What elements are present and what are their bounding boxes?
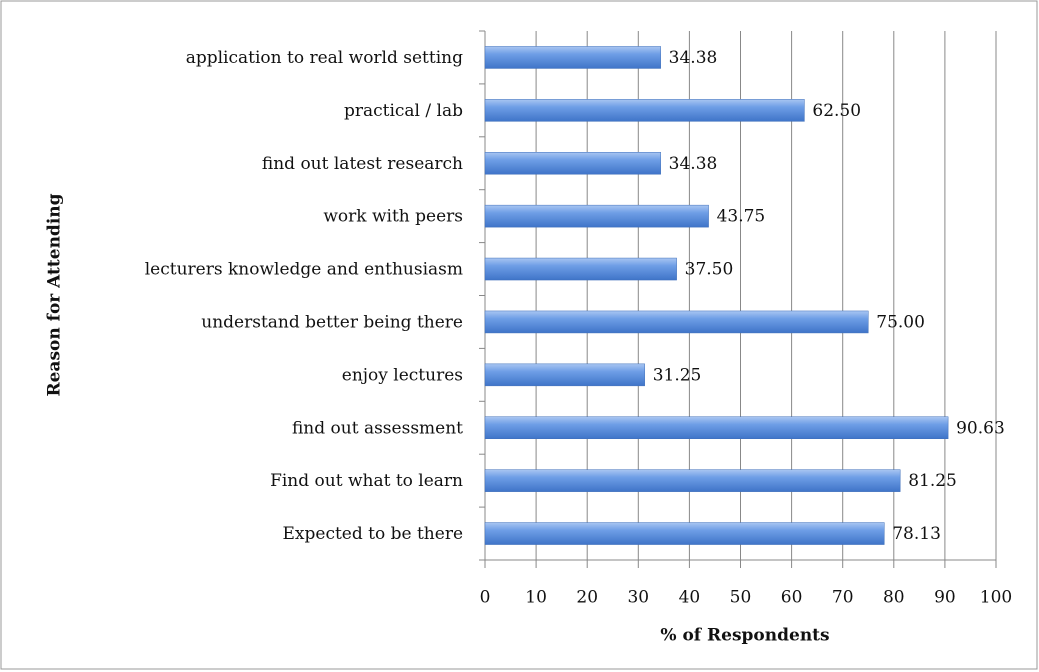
y-tick-label: work with peers xyxy=(323,207,463,227)
x-tick-label: 80 xyxy=(883,588,905,608)
x-tick-label: 20 xyxy=(576,588,598,608)
value-label: 78.13 xyxy=(892,524,941,544)
value-label: 75.00 xyxy=(876,312,925,332)
y-axis-title: Reason for Attending xyxy=(45,193,65,396)
bar xyxy=(484,310,869,334)
bar xyxy=(484,257,677,281)
y-tick-label: understand better being there xyxy=(201,312,463,332)
y-tick-label: Expected to be there xyxy=(283,524,463,544)
y-tick-label: enjoy lectures xyxy=(342,365,463,385)
bar xyxy=(484,99,805,122)
y-tick-label: find out latest research xyxy=(262,154,463,174)
y-tick-label: Find out what to learn xyxy=(270,471,463,491)
value-label: 37.50 xyxy=(685,260,734,280)
bar xyxy=(484,522,885,545)
x-tick-label: 30 xyxy=(627,588,649,608)
bar xyxy=(484,46,661,69)
bar xyxy=(484,469,901,492)
bar xyxy=(484,416,949,439)
x-tick-label: 10 xyxy=(525,588,547,608)
y-tick-label: application to real world setting xyxy=(186,48,463,68)
y-tick-label: find out assessment xyxy=(292,418,463,438)
value-label: 62.50 xyxy=(812,101,861,121)
bar xyxy=(484,363,645,387)
x-tick-label: 90 xyxy=(934,588,956,608)
y-tick-label: practical / lab xyxy=(344,101,463,121)
value-label: 90.63 xyxy=(956,418,1005,438)
value-label: 43.75 xyxy=(717,207,766,227)
y-tick-label: lecturers knowledge and enthusiasm xyxy=(145,260,463,280)
x-tick-label: 50 xyxy=(730,588,752,608)
value-label: 34.38 xyxy=(669,48,718,68)
value-label: 34.38 xyxy=(669,154,718,174)
x-tick-label: 0 xyxy=(480,588,491,608)
x-axis-title: % of Respondents xyxy=(660,626,829,646)
x-tick-label: 60 xyxy=(781,588,803,608)
value-label: 81.25 xyxy=(908,471,957,491)
x-tick-label: 70 xyxy=(832,588,854,608)
x-tick-label: 40 xyxy=(679,588,701,608)
value-label: 31.25 xyxy=(653,365,702,385)
x-tick-label: 100 xyxy=(980,588,1012,608)
bar xyxy=(484,204,709,228)
bar xyxy=(484,152,661,175)
